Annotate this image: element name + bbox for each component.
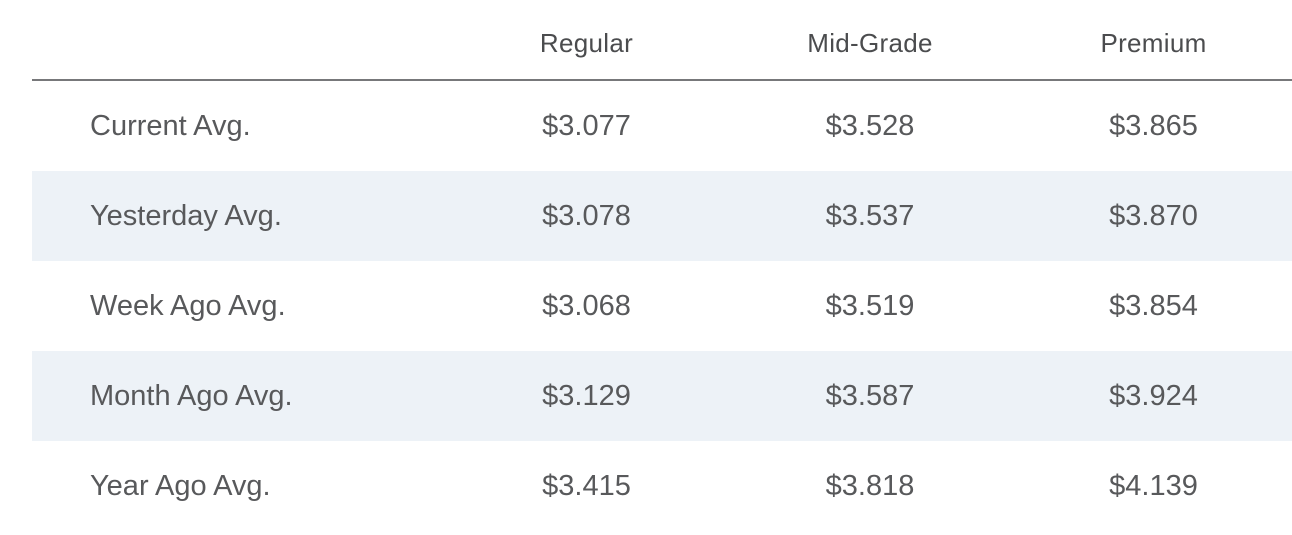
price-cell-regular: $3.068 <box>542 289 631 322</box>
table-row-current-avg: Current Avg. $3.077 $3.528 $3.865 <box>32 80 1292 171</box>
column-header-regular: Regular <box>448 0 725 81</box>
row-label: Week Ago Avg. <box>90 289 286 322</box>
price-cell-premium: $3.924 <box>1109 379 1198 412</box>
column-header-mid-grade: Mid-Grade <box>725 0 1015 81</box>
column-header-blank <box>32 0 448 81</box>
table-row-week-ago-avg: Week Ago Avg. $3.068 $3.519 $3.854 <box>32 261 1292 351</box>
price-cell-premium: $3.854 <box>1109 289 1198 322</box>
table-row-month-ago-avg: Month Ago Avg. $3.129 $3.587 $3.924 <box>32 351 1292 441</box>
price-cell-regular: $3.129 <box>542 379 631 412</box>
price-cell-premium: $4.139 <box>1109 469 1198 502</box>
price-cell-mid-grade: $3.587 <box>825 379 915 412</box>
row-label: Month Ago Avg. <box>90 379 293 412</box>
price-cell-regular: $3.077 <box>542 109 631 142</box>
price-cell-mid-grade: $3.528 <box>825 109 915 142</box>
price-cell-premium: $3.870 <box>1109 199 1198 232</box>
table-row-yesterday-avg: Yesterday Avg. $3.078 $3.537 $3.870 <box>32 171 1292 261</box>
price-cell-mid-grade: $3.537 <box>825 199 915 232</box>
price-cell-premium: $3.865 <box>1109 109 1198 142</box>
row-label: Current Avg. <box>90 109 251 142</box>
price-cell-regular: $3.415 <box>542 469 631 502</box>
column-header-premium: Premium <box>1015 0 1292 81</box>
price-cell-regular: $3.078 <box>542 199 631 232</box>
row-label: Yesterday Avg. <box>90 199 282 232</box>
gas-price-table: Regular Mid-Grade Premium Current Avg. $… <box>32 0 1292 531</box>
table-header-row: Regular Mid-Grade Premium <box>32 0 1292 81</box>
table-row-year-ago-avg: Year Ago Avg. $3.415 $3.818 $4.139 <box>32 441 1292 531</box>
price-cell-mid-grade: $3.818 <box>825 469 915 502</box>
price-cell-mid-grade: $3.519 <box>825 289 915 322</box>
row-label: Year Ago Avg. <box>90 469 271 502</box>
